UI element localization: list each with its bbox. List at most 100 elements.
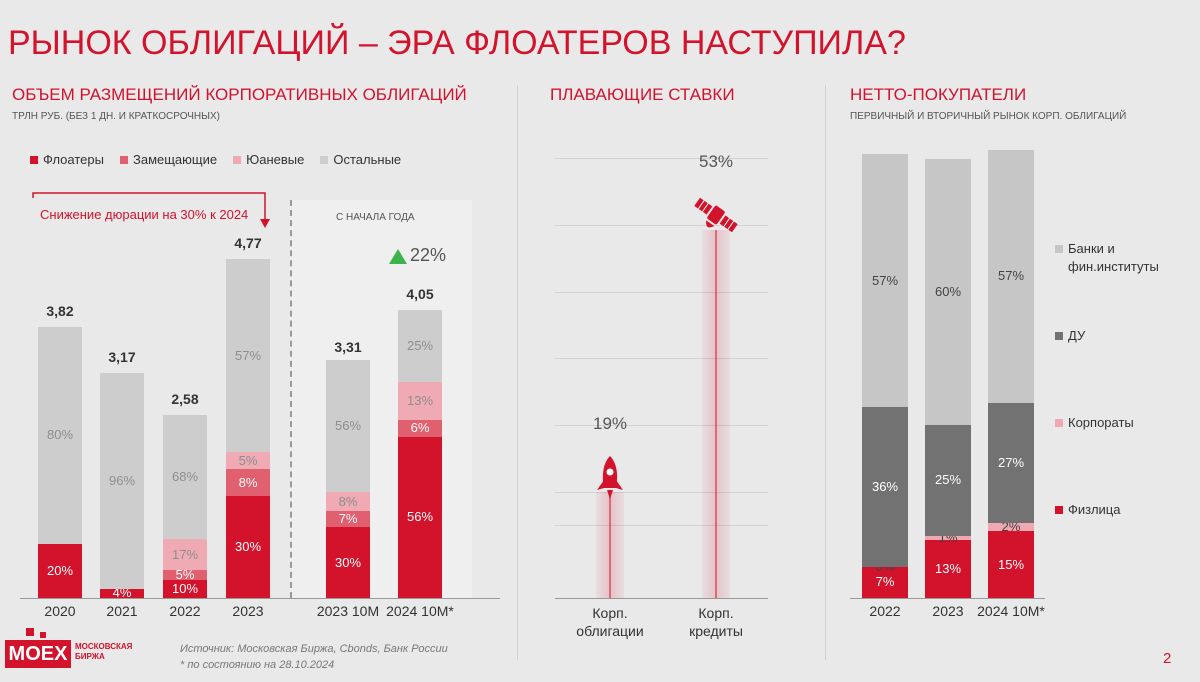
logo-decor	[26, 628, 34, 636]
arrow-line	[32, 192, 266, 222]
x-tick-label: 2022	[169, 603, 201, 619]
bar-segment	[862, 154, 908, 408]
chart-title: ПЛАВАЮЩИЕ СТАВКИ	[550, 85, 735, 104]
bar-segment	[326, 360, 370, 493]
data-label: 57%	[871, 272, 899, 288]
bar-segment	[38, 543, 82, 598]
logo-name: МОСКОВСКАЯ БИРЖА	[75, 642, 133, 661]
bar-segment	[925, 540, 971, 598]
data-label: 57%	[234, 347, 262, 363]
grid-line	[555, 358, 768, 359]
data-label: 27%	[997, 454, 1025, 470]
ytd-label: С НАЧАЛА ГОДА	[336, 212, 415, 223]
bar-segment	[226, 259, 270, 453]
data-label: 13%	[934, 561, 962, 577]
grid-line	[555, 425, 768, 426]
source: Источник: Московская Биржа, Cbonds, Банк…	[180, 643, 448, 655]
data-label: 7%	[875, 574, 895, 590]
bar-segment	[988, 402, 1034, 523]
legend-label: Корпораты	[1068, 415, 1134, 430]
bar-segment	[862, 566, 908, 598]
x-tick-label: Корп. кредиты	[689, 605, 743, 639]
legend-marker	[1055, 419, 1063, 427]
bar-segment	[38, 326, 82, 544]
data-label: 80%	[46, 427, 74, 443]
data-label: 96%	[108, 472, 136, 488]
grid-line	[555, 492, 768, 493]
bar-segment	[398, 310, 442, 383]
total-label: 3,82	[46, 302, 74, 319]
data-label: 4%	[112, 585, 132, 601]
grid-line	[555, 292, 768, 293]
legend-marker	[119, 155, 128, 164]
rocket	[691, 190, 741, 240]
data-label: 60%	[934, 283, 962, 299]
total-label: 3,17	[108, 348, 136, 365]
bar-segment	[988, 522, 1034, 532]
grid-line	[555, 158, 768, 159]
data-label: 15%	[997, 556, 1025, 572]
legend-marker	[1055, 245, 1063, 253]
data-label: 5%	[238, 452, 258, 468]
x-tick-label: 2024 10M*	[386, 603, 454, 619]
bar-segment	[226, 496, 270, 598]
data-label: 17%	[171, 546, 199, 562]
total-label: 3,31	[334, 338, 362, 355]
logo-mark: MOEX	[5, 640, 71, 668]
legend-label: Юаневые	[246, 152, 305, 167]
legend-marker	[1055, 506, 1063, 514]
data-label: 19%	[592, 413, 628, 433]
baseline	[850, 598, 1045, 599]
x-tick-label: 2023 10M	[316, 603, 380, 619]
legend-item: Юаневые	[233, 152, 304, 167]
data-label: 10%	[171, 580, 199, 596]
data-label: 20%	[46, 562, 74, 578]
data-label: 13%	[406, 392, 434, 408]
x-tick-label: 2020	[44, 603, 76, 619]
bar-segment	[226, 469, 270, 497]
x-tick-label: 2024 10M*	[977, 603, 1045, 619]
legend-item: Флоатеры	[30, 152, 104, 167]
bar-segment	[163, 414, 207, 540]
legend-marker	[30, 155, 38, 164]
chart-title: НЕТТО-ПОКУПАТЕЛИ	[850, 85, 1027, 104]
grid-line	[555, 225, 768, 226]
bar-segment	[100, 588, 144, 598]
total-label: 4,05	[406, 286, 434, 303]
data-label: 57%	[997, 268, 1025, 284]
bar-segment	[398, 419, 442, 437]
data-label: 56%	[406, 509, 434, 525]
data-label: 30%	[234, 539, 262, 555]
x-tick-label: 2023	[232, 603, 264, 619]
chart-subtitle: ТРЛН РУБ. (БЕЗ 1 ДН. И КРАТКОСРОЧНЫХ)	[12, 111, 221, 122]
bar-segment	[925, 425, 971, 536]
rocket	[585, 452, 635, 502]
divider	[517, 85, 518, 660]
x-tick-label: Корп. облигации	[576, 605, 644, 639]
bar-segment	[326, 492, 370, 511]
legend-item: Замещающие	[119, 152, 218, 167]
page-number: 2	[1163, 650, 1172, 667]
data-label: 8%	[238, 474, 258, 490]
slide-title: РЫНОК ОБЛИГАЦИЙ – ЭРА ФЛОАТЕРОВ НАСТУПИЛ…	[8, 24, 906, 62]
footnote: * по состоянию на 28.10.2024	[180, 659, 335, 671]
arrow-head	[260, 219, 270, 228]
data-label: 53%	[698, 152, 734, 171]
legend-label: ДУ	[1068, 328, 1086, 343]
bar-segment	[163, 579, 207, 598]
chart-title: ОБЪЕМ РАЗМЕЩЕНИЙ КОРПОРАТИВНЫХ ОБЛИГАЦИЙ	[12, 85, 467, 104]
bar-segment	[398, 436, 442, 598]
data-label: 6%	[410, 420, 430, 436]
data-label: 36%	[871, 479, 899, 495]
x-tick-label: 2023	[932, 603, 964, 619]
logo-decor	[40, 632, 46, 638]
annotation-arrow	[32, 192, 270, 228]
baseline	[555, 598, 768, 599]
growth-label: 22%	[410, 245, 447, 265]
data-label: 2%	[1001, 519, 1021, 535]
bar-segment	[988, 531, 1034, 598]
bar-segment	[226, 452, 270, 470]
legend-label: Замещающие	[132, 152, 218, 167]
legend: Флоатеры Замещающие Юаневые Остальные	[30, 152, 401, 167]
